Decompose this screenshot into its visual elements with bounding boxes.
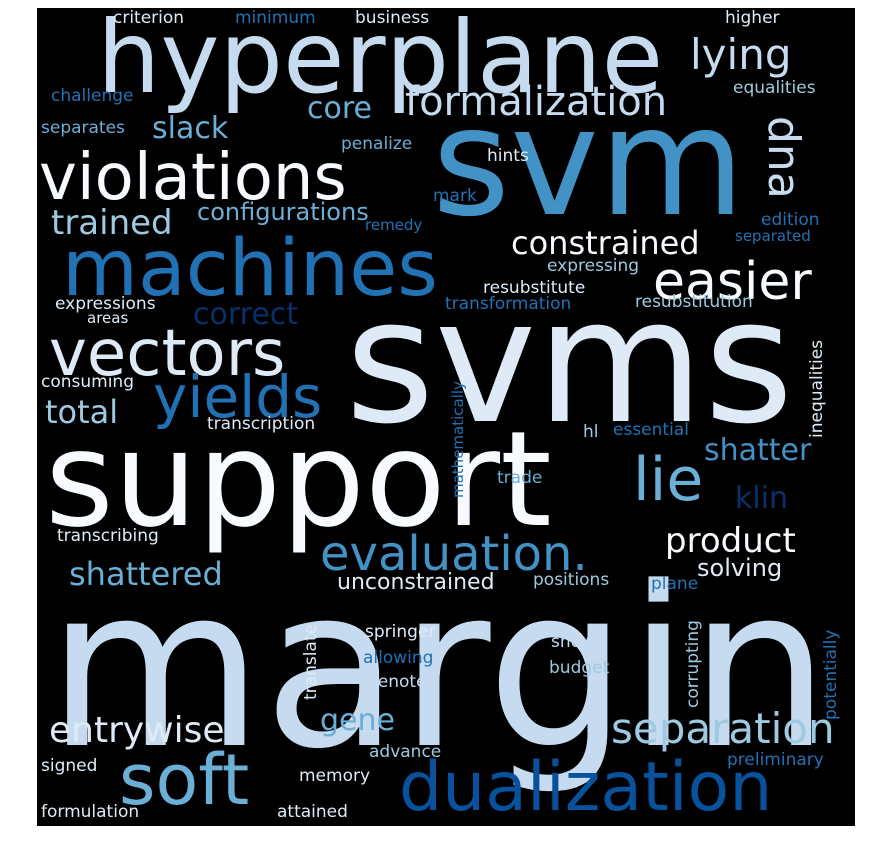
word-configurations: configurations	[197, 198, 369, 226]
word-positions: positions	[533, 570, 610, 590]
word-transformation: transformation	[445, 294, 572, 314]
word-expressions: expressions	[55, 294, 156, 314]
word-springer: springer	[365, 622, 436, 642]
word-formalization: formalization	[405, 79, 668, 125]
word-hl: hl	[583, 422, 599, 442]
word-hints: hints	[487, 146, 529, 166]
word-minimum: minimum	[235, 8, 316, 28]
word-svms: svms	[345, 261, 794, 462]
word-total: total	[45, 393, 119, 431]
word-remedy: remedy	[365, 216, 423, 234]
word-separates: separates	[41, 118, 125, 138]
word-violations: violations	[39, 141, 347, 215]
word-expressing: expressing	[547, 256, 640, 276]
word-corrupting: corrupting	[683, 620, 703, 708]
word-areas: areas	[87, 309, 129, 327]
word-potentially: potentially	[821, 629, 841, 720]
word-dna: dna	[758, 116, 809, 199]
word-formulation: formulation	[41, 802, 140, 822]
word-budget: budget	[549, 658, 610, 678]
word-inequalities: inequalities	[807, 339, 827, 438]
word-edition: edition	[761, 210, 820, 230]
word-equalities: equalities	[733, 78, 816, 98]
word-yields: yields	[153, 363, 323, 431]
word-attained: attained	[277, 802, 348, 822]
word-product: product	[665, 521, 796, 561]
word-allowing: allowing	[363, 648, 434, 668]
word-memory: memory	[299, 766, 371, 786]
word-mark: mark	[433, 186, 477, 206]
word-support: support	[45, 403, 552, 557]
word-lie: lie	[633, 445, 704, 515]
word-separated: separated	[735, 227, 811, 245]
word-constrained: constrained	[511, 224, 700, 262]
word-lying: lying	[690, 30, 792, 79]
word-translate: translate	[301, 624, 321, 700]
word-transcription: transcription	[207, 414, 316, 434]
word-business: business	[355, 8, 430, 28]
word-correct: correct	[193, 297, 299, 332]
word-challenge: challenge	[51, 86, 134, 106]
word-resubstitute: resubstitute	[483, 278, 586, 298]
word-core: core	[307, 91, 372, 126]
word-penalize: penalize	[341, 134, 413, 154]
word-consuming: consuming	[41, 372, 135, 392]
word-vectors: vectors	[49, 317, 286, 391]
word-entrywise: entrywise	[49, 710, 225, 751]
word-solving: solving	[697, 554, 783, 582]
word-plane: plane	[651, 574, 699, 594]
word-evaluation: evaluation.	[320, 526, 588, 582]
word-criterion: criterion	[113, 8, 185, 28]
word-hyperplane: hyperplane	[97, 8, 664, 116]
word-trained: trained	[51, 203, 173, 243]
word-higher: higher	[725, 8, 780, 28]
word-shattered: shattered	[69, 555, 223, 593]
word-gene: gene	[320, 703, 395, 738]
word-machines: machines	[62, 224, 438, 314]
word-trade: trade	[497, 468, 543, 488]
word-mathematically: mathematically	[449, 381, 467, 498]
word-svm: svm	[432, 76, 746, 250]
word-resubstitution: resubstitution	[635, 292, 753, 312]
word-shatter: shatter	[704, 433, 812, 468]
word-margin: margin	[47, 540, 830, 798]
word-separation: separation	[611, 704, 835, 753]
word-unconstrained: unconstrained	[337, 570, 495, 595]
word-easier: easier	[653, 252, 812, 312]
word-shows: shows	[551, 632, 604, 652]
word-klin: klin	[735, 481, 789, 516]
word-soft: soft	[119, 739, 250, 821]
word-preliminary: preliminary	[727, 750, 824, 770]
word-signed: signed	[41, 756, 98, 776]
word-cloud: svm svms support margin hyperplane machi…	[37, 8, 855, 826]
word-essential: essential	[613, 420, 689, 440]
word-slack: slack	[152, 111, 229, 146]
word-advance: advance	[369, 742, 442, 762]
word-denote: denote	[367, 672, 427, 692]
word-transcribing: transcribing	[57, 526, 159, 546]
word-dualization: dualization	[399, 748, 773, 826]
